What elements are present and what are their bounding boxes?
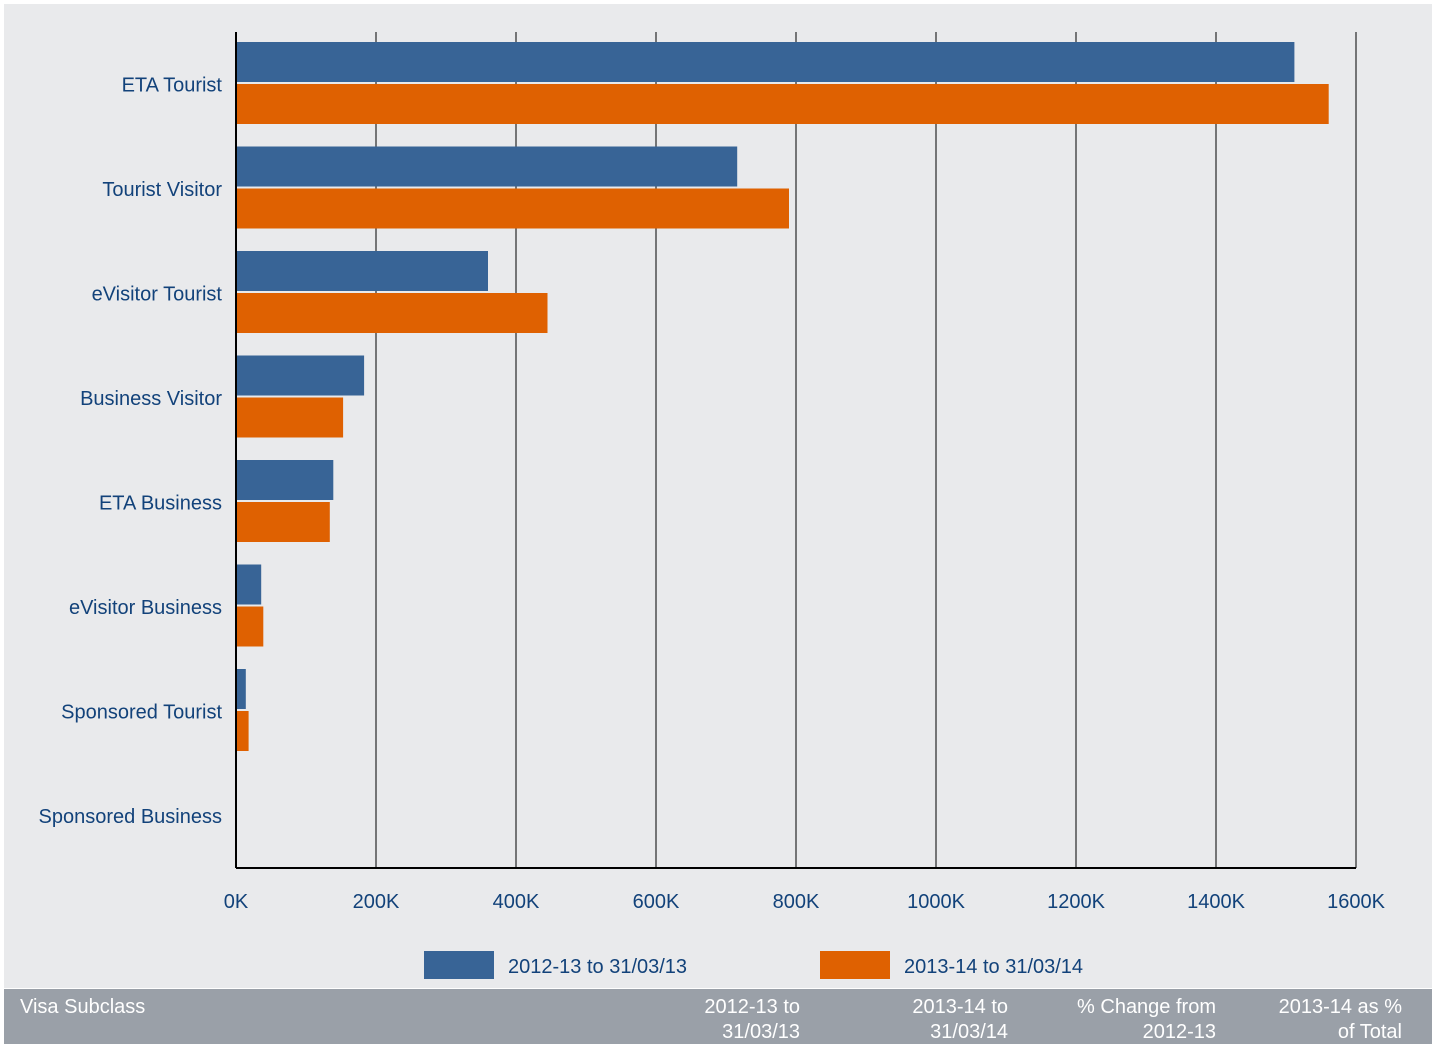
table-header: Visa Subclass 2012-13 to 31/03/13 2013-14… — [4, 989, 1432, 1044]
category-label: Tourist Visitor — [102, 179, 222, 201]
header-2013-14: 2013-14 to 31/03/14 — [912, 996, 1008, 1043]
category-label: eVisitor Tourist — [92, 283, 223, 305]
header-percent-change: % Change from 2012-13 — [1077, 996, 1216, 1043]
category-label: Sponsored Business — [39, 806, 222, 828]
bar — [236, 502, 330, 542]
bar — [236, 669, 246, 709]
chart-panel: ETA Tourist Tourist Visitor eVisitor Touri… — [4, 4, 1432, 988]
header-2012-13: 2012-13 to 31/03/13 — [704, 996, 800, 1043]
x-tick-label: 600K — [633, 891, 680, 913]
x-tick-label: 1200K — [1047, 891, 1105, 913]
legend-swatch — [820, 951, 890, 979]
category-label: ETA Tourist — [122, 74, 223, 96]
bar — [236, 188, 789, 229]
bar — [236, 711, 249, 751]
header-visa-subclass: Visa Subclass — [20, 996, 146, 1018]
bar — [236, 355, 365, 396]
bar — [236, 564, 262, 605]
x-tick-label: 200K — [353, 891, 400, 913]
legend-label: 2012-13 to 31/03/13 — [508, 956, 687, 978]
x-tick-label: 800K — [773, 891, 820, 913]
x-tick-label: 400K — [493, 891, 540, 913]
category-label: Sponsored Tourist — [61, 701, 222, 723]
bar — [236, 42, 1295, 82]
bar — [236, 251, 488, 291]
x-tick-label: 1600K — [1327, 891, 1385, 913]
bar — [236, 460, 334, 500]
x-tick-label: 1400K — [1187, 891, 1245, 913]
category-label: Business Visitor — [80, 388, 222, 410]
x-tick-label: 0K — [224, 891, 249, 913]
bar — [236, 84, 1329, 124]
legend-swatch — [424, 951, 494, 979]
bar-chart: ETA Tourist Tourist Visitor eVisitor Touri… — [39, 32, 1386, 979]
x-tick-label: 1000K — [907, 891, 965, 913]
bar — [236, 146, 738, 187]
bar — [236, 606, 264, 647]
header-percent-of-total: 2013-14 as % of Total — [1278, 996, 1402, 1043]
bar — [236, 397, 344, 438]
category-label: eVisitor Business — [69, 597, 222, 619]
legend-label: 2013-14 to 31/03/14 — [904, 956, 1083, 978]
category-label: ETA Business — [99, 492, 222, 514]
bar — [236, 293, 548, 333]
